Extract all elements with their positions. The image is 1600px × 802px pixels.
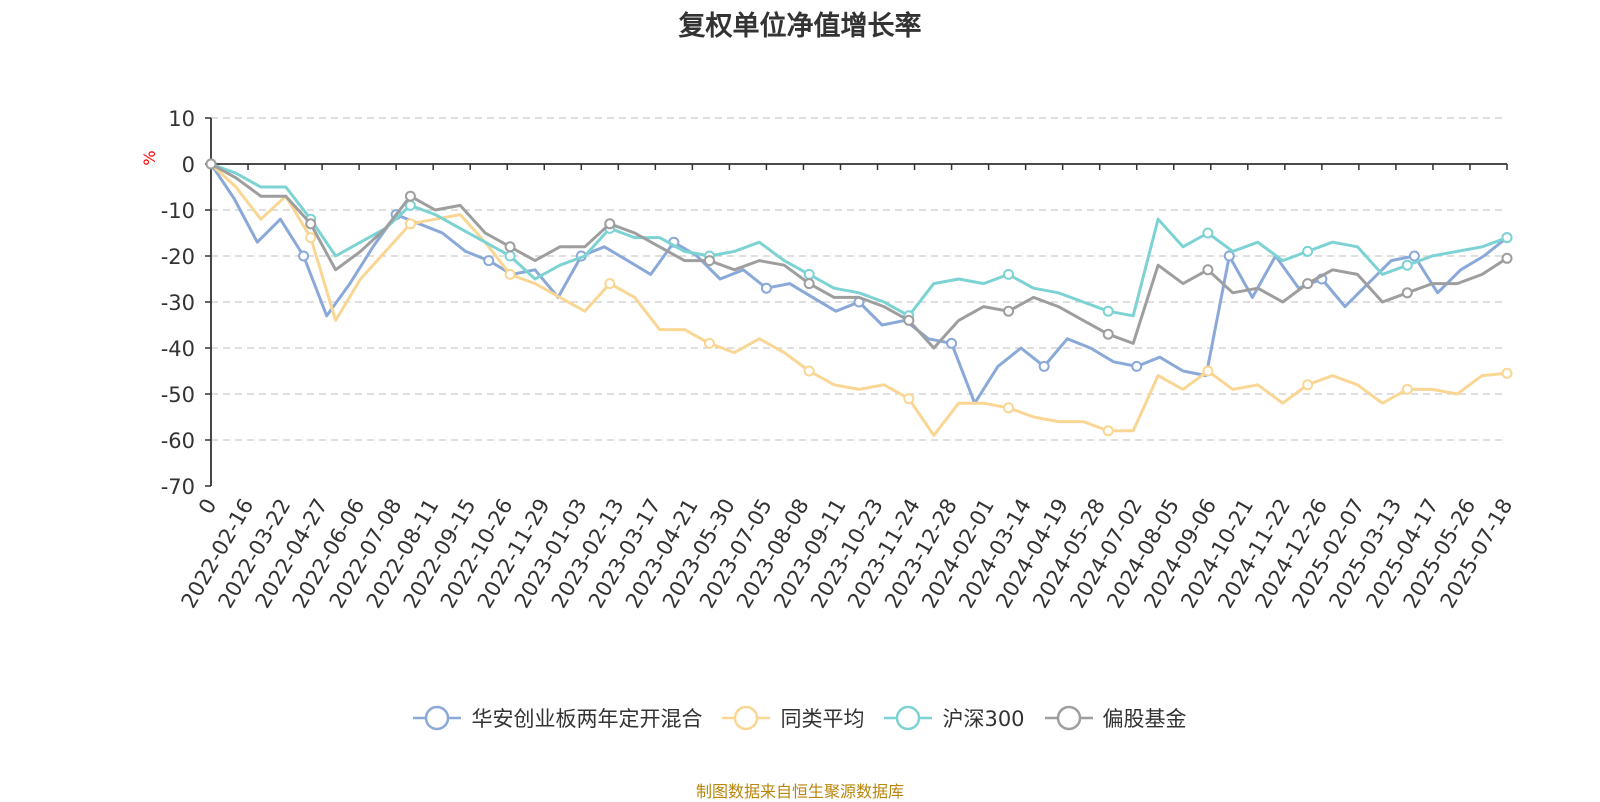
- series-2-point: [1202, 365, 1214, 377]
- series-1-point: [1223, 250, 1235, 262]
- series-4-point: [205, 158, 217, 170]
- series-4-point: [1003, 305, 1015, 317]
- y-tick-label: -40: [161, 337, 195, 361]
- y-tick-label: 0: [182, 153, 195, 177]
- y-axis-label: %: [140, 150, 159, 165]
- series-1-point: [298, 250, 310, 262]
- series-1-point: [1408, 250, 1420, 262]
- series-2-point: [1003, 402, 1015, 414]
- series-4-point: [1501, 252, 1513, 264]
- series-2-point: [305, 232, 317, 244]
- legend-item[interactable]: 偏股基金: [1044, 703, 1187, 733]
- y-tick-label: -20: [161, 245, 195, 269]
- series-line-4: [209, 162, 1509, 350]
- series-3-point: [1102, 305, 1114, 317]
- series-2-point: [1102, 425, 1114, 437]
- y-tick-label: -30: [161, 291, 195, 315]
- series-2-point: [504, 268, 516, 280]
- x-tick-label: 0: [194, 495, 221, 519]
- series-1-point: [760, 282, 772, 294]
- legend-swatch-icon: [722, 705, 771, 731]
- y-tick-label: 10: [168, 107, 195, 131]
- legend-label: 同类平均: [780, 707, 865, 731]
- series-3-point: [1003, 268, 1015, 280]
- series-4-point: [1202, 264, 1214, 276]
- y-tick-label: -60: [161, 429, 195, 453]
- series-4-point: [803, 278, 815, 290]
- series-2-point: [1401, 383, 1413, 395]
- chart-title: 复权单位净值增长率: [678, 11, 922, 42]
- y-tick-label: -10: [161, 199, 195, 223]
- series-4-point: [305, 218, 317, 230]
- series-line-3: [209, 162, 1509, 318]
- series-1-point: [1131, 360, 1143, 372]
- series-3-point: [1202, 227, 1214, 239]
- series-3-point: [1302, 245, 1314, 257]
- series-4-point: [604, 218, 616, 230]
- series-4-point: [1302, 278, 1314, 290]
- series-4-point: [404, 190, 416, 202]
- series-4-point: [1102, 328, 1114, 340]
- series-3-point: [504, 250, 516, 262]
- series-2-point: [404, 218, 416, 230]
- series-1-point: [1038, 360, 1050, 372]
- legend-label: 沪深300: [942, 707, 1025, 731]
- series-2-point: [1302, 379, 1314, 391]
- legend-item[interactable]: 沪深300: [884, 703, 1025, 733]
- series-line-2: [209, 162, 1509, 437]
- series-4-point: [504, 241, 516, 253]
- legend-item[interactable]: 华安创业板两年定开混合: [413, 703, 702, 733]
- legend-swatch-icon: [1044, 705, 1093, 731]
- source-note: 制图数据来自恒生聚源数据库: [695, 782, 904, 801]
- series-1-point: [483, 255, 495, 267]
- y-tick-label: -70: [161, 475, 195, 499]
- series-1-point: [946, 337, 958, 349]
- series-4-point: [1401, 287, 1413, 299]
- series-2-point: [1501, 367, 1513, 379]
- legend-swatch-icon: [413, 705, 462, 731]
- legend-label: 偏股基金: [1102, 707, 1187, 731]
- chart-legend: 华安创业板两年定开混合 同类平均 沪深300 偏股基金: [0, 703, 1600, 733]
- line-chart: 100-10-20-30-40-50-60-70%02022-02-162022…: [140, 107, 1517, 612]
- series-4-point: [703, 255, 715, 267]
- series-2-point: [703, 337, 715, 349]
- legend-label: 华安创业板两年定开混合: [471, 707, 703, 731]
- legend-swatch-icon: [884, 705, 933, 731]
- y-tick-label: -50: [161, 383, 195, 407]
- series-2-point: [604, 278, 616, 290]
- series-3-point: [803, 268, 815, 280]
- series-3-point: [1401, 259, 1413, 271]
- series-2-point: [903, 393, 915, 405]
- series-3-point: [1501, 232, 1513, 244]
- series-4-point: [903, 314, 915, 326]
- series-2-point: [803, 365, 815, 377]
- legend-item[interactable]: 同类平均: [722, 703, 864, 733]
